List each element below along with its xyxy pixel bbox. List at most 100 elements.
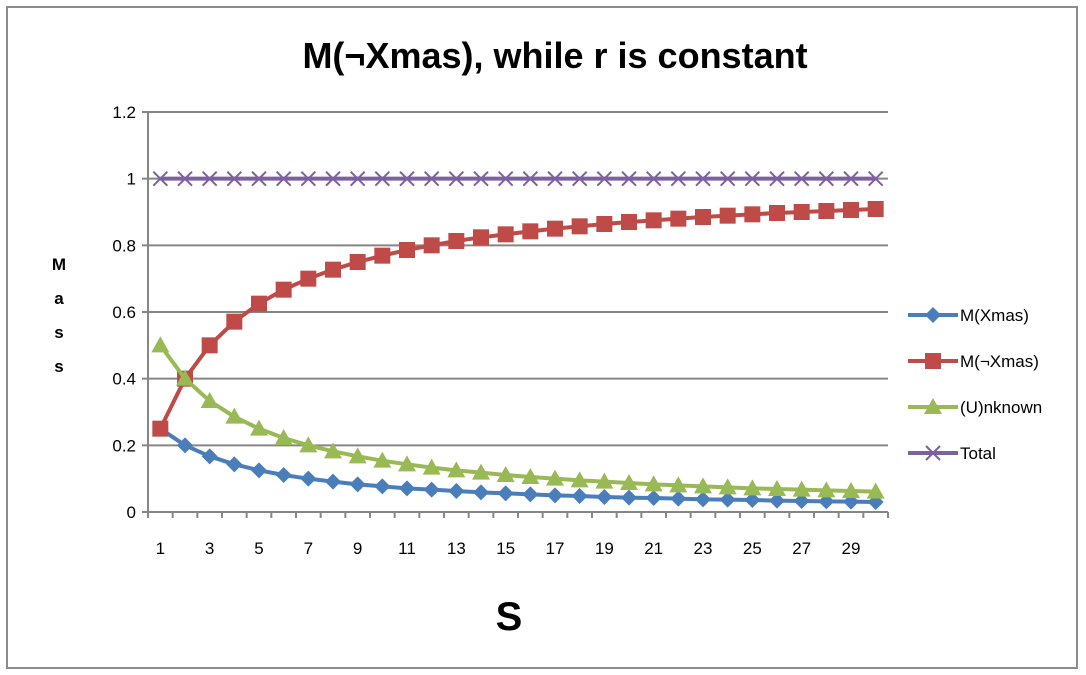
x-tick-label: 19 [595,539,614,558]
data-point [768,480,786,496]
data-point [399,242,415,258]
data-point [670,490,687,507]
data-point [201,337,218,354]
data-point [472,463,490,480]
data-point [595,472,614,489]
data-point [497,485,514,502]
data-point [818,170,835,187]
data-point [152,170,169,187]
data-point [695,491,711,508]
series-total [152,170,884,187]
data-point [250,419,268,436]
data-point [621,170,637,187]
data-point [275,170,292,187]
data-point [422,458,441,475]
data-point [744,170,761,187]
data-point [448,170,465,187]
series-m-xmas [152,420,884,510]
axes: 00.20.40.60.811.21 3 5 7 9 11 13 15 17 19 21 23 25 27… [112,103,889,558]
x-tick-label: 13 [447,539,466,558]
legend-label: M(¬Xmas) [960,352,1039,371]
data-point [719,491,736,508]
data-point [225,407,244,424]
data-point [251,170,267,187]
data-point [719,170,736,187]
x-tick-label: 23 [694,539,713,558]
series-layer [151,170,885,510]
gridlines [148,111,888,447]
data-point [866,482,885,499]
data-point [694,477,712,494]
x-tick-label: 9 [353,539,362,558]
data-point [571,488,588,504]
legend-label: (U)nknown [960,398,1042,417]
data-point [769,205,785,221]
data-point [325,473,341,490]
data-point [176,369,194,386]
y-tick-label: 1.2 [112,103,136,122]
data-point [349,476,366,493]
data-point [348,447,367,464]
x-tick-label: 5 [254,539,263,558]
legend-item: (U)nknown [908,398,1042,417]
data-point [473,170,489,187]
data-point [792,480,811,497]
data-point [769,492,785,509]
data-point [867,201,884,217]
series-u-nknown [151,336,885,499]
chart-area: M(¬Xmas), while r is constant 0 0.2 0.4 0.6… [6,6,1078,669]
data-point [423,481,440,498]
data-point [177,170,193,187]
y-tick-label: 1 [127,170,136,189]
data-point [547,220,563,237]
data-point [226,456,243,473]
data-point [818,203,835,219]
data-point [695,209,711,225]
data-point [325,170,341,187]
data-point [423,237,440,254]
legend-item: Total [908,444,996,463]
data-point [300,270,317,287]
data-point [596,489,613,505]
data-point [300,470,317,487]
data-point [374,247,391,264]
data-point [473,484,489,501]
data-point [200,392,219,408]
data-point [274,429,293,445]
data-point [718,478,737,495]
data-point [251,295,267,312]
data-point [867,170,884,187]
series-m-xmas [152,201,884,437]
data-point [843,170,859,187]
data-point [374,170,391,187]
data-point [324,442,342,459]
data-point [743,479,762,496]
line-chart: M(¬Xmas), while r is constant 0 0.2 0.4 0.6… [52,35,1042,639]
legend-marker [925,353,941,369]
data-point [547,487,563,504]
data-point [793,204,810,220]
data-point [546,469,564,486]
x-tick-label: 3 [205,539,214,558]
data-point [645,490,662,506]
data-point [373,451,392,468]
data-point [769,170,785,187]
data-point [201,170,218,187]
data-point [596,216,613,232]
data-point [448,233,465,249]
y-tick-label: 0.6 [112,303,136,322]
data-point [447,461,466,478]
legend-marker [925,445,941,461]
data-point [473,229,489,246]
data-point [374,478,391,495]
legend-item: M(¬Xmas) [908,352,1039,371]
data-point [719,207,736,224]
x-tick-label: 29 [842,539,861,558]
data-point [571,218,588,235]
legend-marker [924,398,942,414]
data-point [201,448,218,465]
data-point [275,467,292,483]
data-point [399,170,415,187]
data-point [744,206,761,223]
